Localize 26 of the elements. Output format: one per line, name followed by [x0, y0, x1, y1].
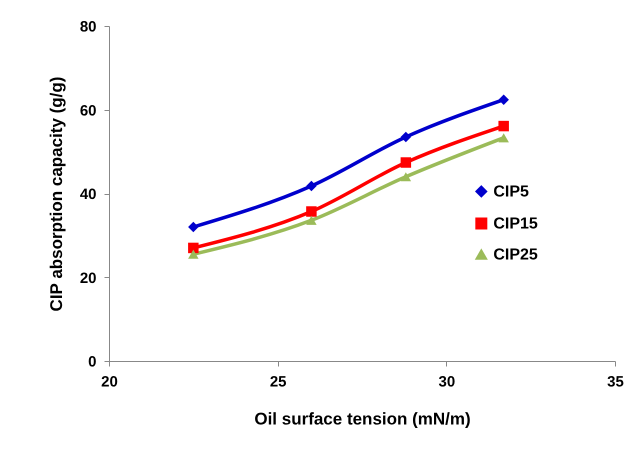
x-tick-label: 20 — [101, 374, 118, 390]
y-tick-label: 20 — [80, 270, 96, 287]
legend-label: CIP15 — [493, 215, 538, 232]
y-tick-label: 80 — [80, 18, 96, 36]
point — [306, 216, 317, 225]
x-axis-title: Oil surface tension (mN/m) — [254, 410, 471, 428]
y-axis-title: CIP absorption capacity (g/g) — [46, 76, 66, 312]
point — [188, 242, 199, 254]
point — [400, 172, 412, 182]
point — [400, 157, 412, 168]
point — [306, 180, 317, 192]
y-tick-label: 40 — [80, 186, 96, 203]
x-tick-label: 25 — [270, 374, 287, 390]
point — [188, 222, 199, 232]
y-tick-label: 0 — [88, 354, 96, 370]
point — [400, 132, 412, 142]
point — [306, 206, 317, 217]
legend-label: CIP25 — [493, 246, 538, 264]
x-tick-label: 35 — [607, 374, 624, 390]
y-tick-label: 60 — [80, 102, 96, 120]
point — [498, 133, 509, 142]
point — [498, 120, 509, 132]
point — [188, 250, 199, 259]
x-tick-label: 30 — [438, 374, 456, 390]
point — [498, 94, 509, 105]
legend-label: CIP5 — [493, 183, 529, 200]
